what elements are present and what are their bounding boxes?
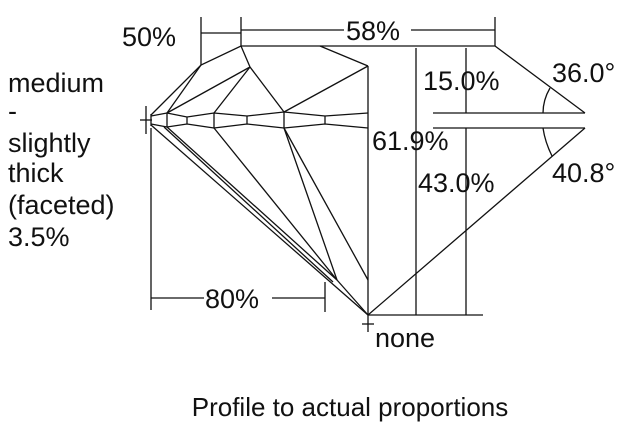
pavilion-depth-label: 43.0% — [418, 168, 495, 198]
crown-angle-label: 36.0° — [552, 58, 615, 88]
caption: Profile to actual proportions — [192, 392, 509, 422]
total-depth-label: 61.9% — [372, 126, 449, 156]
pavilion-angle-label: 40.8° — [552, 158, 615, 188]
table-label: 58% — [346, 16, 400, 46]
girdle-label: medium - slightly thick (faceted) 3.5% — [8, 68, 115, 252]
dimension-lines — [140, 17, 553, 332]
girdle-line-4: thick — [8, 158, 64, 188]
girdle-line-2: - — [8, 96, 17, 126]
girdle-line-6: 3.5% — [8, 222, 70, 252]
diamond-outline — [150, 45, 586, 316]
culet-label: none — [375, 323, 435, 353]
girdle-line-5: (faceted) — [8, 190, 115, 220]
star-length-label: 50% — [122, 22, 176, 52]
girdle-line-3: slightly — [8, 128, 91, 158]
lower-half-label: 80% — [205, 284, 259, 314]
girdle-line-1: medium — [8, 68, 104, 98]
crown-height-label: 15.0% — [423, 66, 500, 96]
